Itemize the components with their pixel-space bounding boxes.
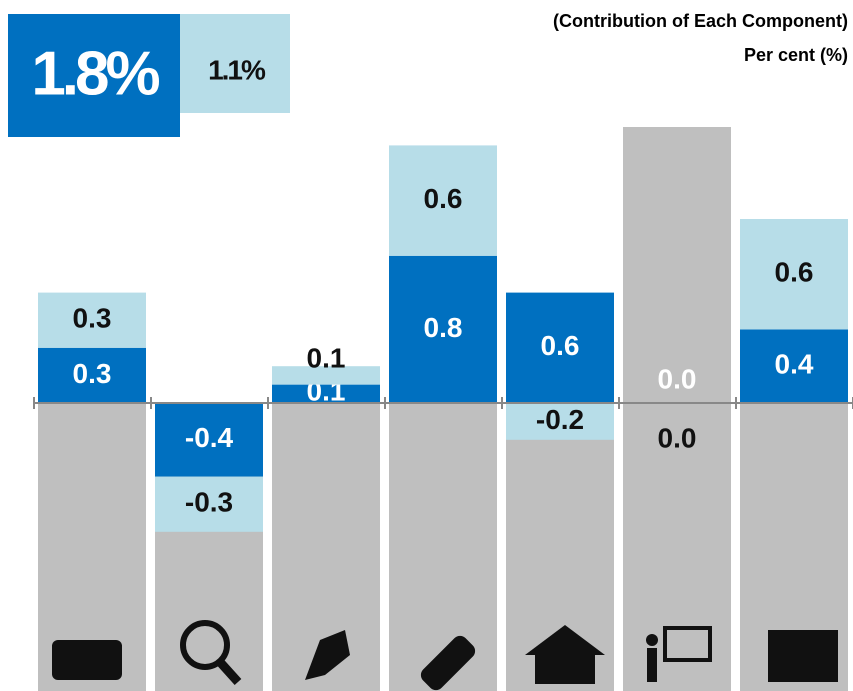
data-label: 0.3 bbox=[73, 303, 112, 334]
icon-house bbox=[525, 625, 605, 684]
bar-segment bbox=[389, 255, 497, 403]
data-label: 0.6 bbox=[775, 257, 814, 288]
bar-segment bbox=[38, 347, 146, 403]
subtitle: (Contribution of Each Component) bbox=[553, 11, 848, 31]
data-label: -0.4 bbox=[185, 422, 234, 453]
icon-magnifier bbox=[180, 620, 230, 670]
axis-label: Per cent (%) bbox=[744, 45, 848, 65]
bar-segment bbox=[272, 366, 380, 385]
bar-segment bbox=[155, 403, 263, 477]
legend-swatch bbox=[8, 14, 180, 137]
bar-segment bbox=[155, 476, 263, 532]
icon-wallet bbox=[52, 640, 122, 680]
bar-segment bbox=[506, 403, 614, 440]
icons bbox=[52, 620, 838, 691]
bar-segment bbox=[38, 292, 146, 348]
icon-presentation bbox=[646, 634, 658, 646]
bar-segment bbox=[740, 329, 848, 403]
icon-magnifier bbox=[216, 658, 242, 686]
column-background bbox=[623, 127, 731, 691]
data-label: -0.3 bbox=[185, 487, 233, 518]
data-label: 0.6 bbox=[424, 183, 463, 214]
data-label: 0.0 bbox=[658, 363, 697, 394]
bar-segment bbox=[740, 219, 848, 330]
data-label: 0.1 bbox=[307, 343, 346, 374]
data-label: 0.0 bbox=[658, 422, 697, 453]
icon-buildings bbox=[768, 630, 838, 682]
legend-label: 1.1% bbox=[208, 54, 266, 85]
bar-segment bbox=[506, 292, 614, 403]
legend-swatch bbox=[180, 14, 290, 113]
icon-presentation bbox=[647, 648, 657, 682]
bar-segment bbox=[272, 384, 380, 403]
icon-presentation bbox=[663, 626, 712, 662]
data-label: 0.8 bbox=[424, 312, 463, 343]
data-label: 0.4 bbox=[775, 349, 814, 380]
data-label: 0.6 bbox=[541, 330, 580, 361]
icon-phone bbox=[420, 635, 476, 691]
data-label: -0.2 bbox=[536, 404, 584, 435]
bars: 0.3-0.40.10.80.60.0 0.40.3-0.30.10.6-0.20… bbox=[38, 145, 848, 532]
legend-label: 1.8% bbox=[31, 39, 159, 108]
bar-segment bbox=[389, 145, 497, 256]
icon-plug bbox=[305, 630, 350, 680]
column-background bbox=[389, 403, 497, 691]
data-label: 0.3 bbox=[73, 358, 112, 389]
